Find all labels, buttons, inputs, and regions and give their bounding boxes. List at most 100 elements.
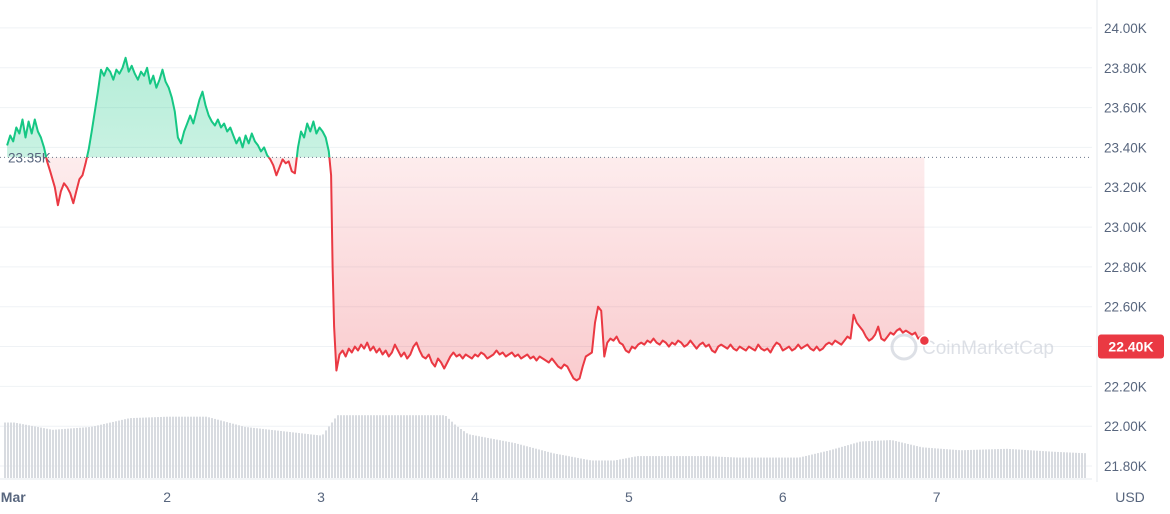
volume-bar <box>442 415 444 478</box>
volume-bar <box>133 417 135 478</box>
y-tick-label: 22.80K <box>1104 260 1147 275</box>
volume-bar <box>451 421 453 478</box>
x-tick-label: 2 <box>163 489 171 505</box>
volume-bar <box>265 429 267 478</box>
volume-bar <box>967 450 969 478</box>
x-tick-label: 7 <box>933 489 941 505</box>
y-tick-label: 23.80K <box>1104 61 1147 76</box>
y-tick-label: 23.40K <box>1104 140 1147 155</box>
volume-bar <box>85 427 87 478</box>
volume-bar <box>1084 453 1086 478</box>
volume-bar <box>961 450 963 478</box>
volume-bar <box>274 430 276 478</box>
volume-bar <box>844 445 846 478</box>
volume-bar <box>643 456 645 478</box>
volume-bar <box>538 449 540 478</box>
volume-bar <box>649 456 651 478</box>
volume-bar <box>337 415 339 478</box>
volume-bar <box>259 428 261 478</box>
volume-bar <box>340 415 342 478</box>
x-tick-label: 5 <box>625 489 633 505</box>
volume-bar <box>385 415 387 478</box>
volume-bar <box>925 447 927 478</box>
volume-bar <box>715 456 717 478</box>
reference-line-group: 23.35K <box>0 150 1092 165</box>
volume-bar <box>859 441 861 478</box>
x-axis: Mar 2 3 4 5 6 7 USD <box>1 489 1145 505</box>
volume-bar <box>406 415 408 478</box>
volume-bar <box>634 456 636 478</box>
volume-bar <box>352 415 354 478</box>
volume-bar <box>610 460 612 478</box>
volume-bar <box>214 418 216 478</box>
volume-bar <box>814 453 816 478</box>
volume-bar <box>4 422 6 478</box>
volume-bar <box>757 457 759 478</box>
volume-bar <box>952 449 954 478</box>
volume-bar <box>763 457 765 478</box>
volume-bar <box>931 448 933 478</box>
volume-bar <box>892 440 894 478</box>
volume-bar <box>106 423 108 478</box>
volume-bar <box>565 455 567 478</box>
volume-bar <box>1063 452 1065 478</box>
volume-bar <box>793 457 795 478</box>
volume-bar <box>550 452 552 478</box>
y-tick-label: 23.00K <box>1104 220 1147 235</box>
volume-bar <box>475 435 477 478</box>
volume-bar <box>997 449 999 478</box>
volume-bar <box>787 457 789 478</box>
y-tick-label: 23.60K <box>1104 101 1147 116</box>
volume-bar <box>25 424 27 478</box>
volume-bar <box>1027 450 1029 478</box>
volume-bar <box>745 457 747 478</box>
volume-bar <box>22 424 24 478</box>
volume-bar <box>298 433 300 478</box>
volume-bar <box>181 416 183 478</box>
volume-bar <box>466 433 468 478</box>
volume-bar <box>991 449 993 478</box>
volume-bar <box>556 453 558 478</box>
volume-bar <box>778 457 780 478</box>
volume-bar <box>358 415 360 478</box>
volume-bar <box>532 447 534 478</box>
volume-bar <box>469 434 471 478</box>
volume-bar <box>607 460 609 478</box>
volume-bar <box>508 441 510 478</box>
volume-bar <box>589 460 591 478</box>
volume-bar <box>187 416 189 478</box>
volume-bar <box>136 417 138 478</box>
volume-bar <box>730 457 732 478</box>
volume-bar <box>454 424 456 478</box>
volume-bar <box>91 426 93 478</box>
volume-bar <box>112 421 114 478</box>
volume-bar <box>478 436 480 478</box>
volume-bar <box>766 457 768 478</box>
volume-bar <box>184 416 186 478</box>
volume-bar <box>1075 452 1077 478</box>
volume-bar <box>802 456 804 478</box>
volume-bar <box>487 437 489 478</box>
volume-bar <box>604 460 606 478</box>
volume-bar <box>982 449 984 478</box>
volume-bar <box>1069 452 1071 478</box>
watermark: CoinMarketCap <box>890 333 1054 361</box>
volume-bar <box>847 445 849 478</box>
volume-bar <box>946 449 948 478</box>
volume-bar <box>250 427 252 478</box>
volume-bar <box>628 457 630 478</box>
volume-bar <box>49 429 51 478</box>
volume-bar <box>58 429 60 478</box>
volume-bar <box>223 421 225 478</box>
volume-bar <box>805 455 807 478</box>
volume-bar <box>580 458 582 478</box>
volume-bar <box>829 450 831 478</box>
current-price-dot <box>918 334 931 347</box>
volume-bar <box>241 426 243 478</box>
volume-bar <box>100 424 102 478</box>
volume-bar <box>139 417 141 478</box>
volume-bar <box>517 443 519 478</box>
volume-bar <box>439 415 441 478</box>
volume-bar <box>124 419 126 478</box>
volume-bar <box>115 421 117 478</box>
